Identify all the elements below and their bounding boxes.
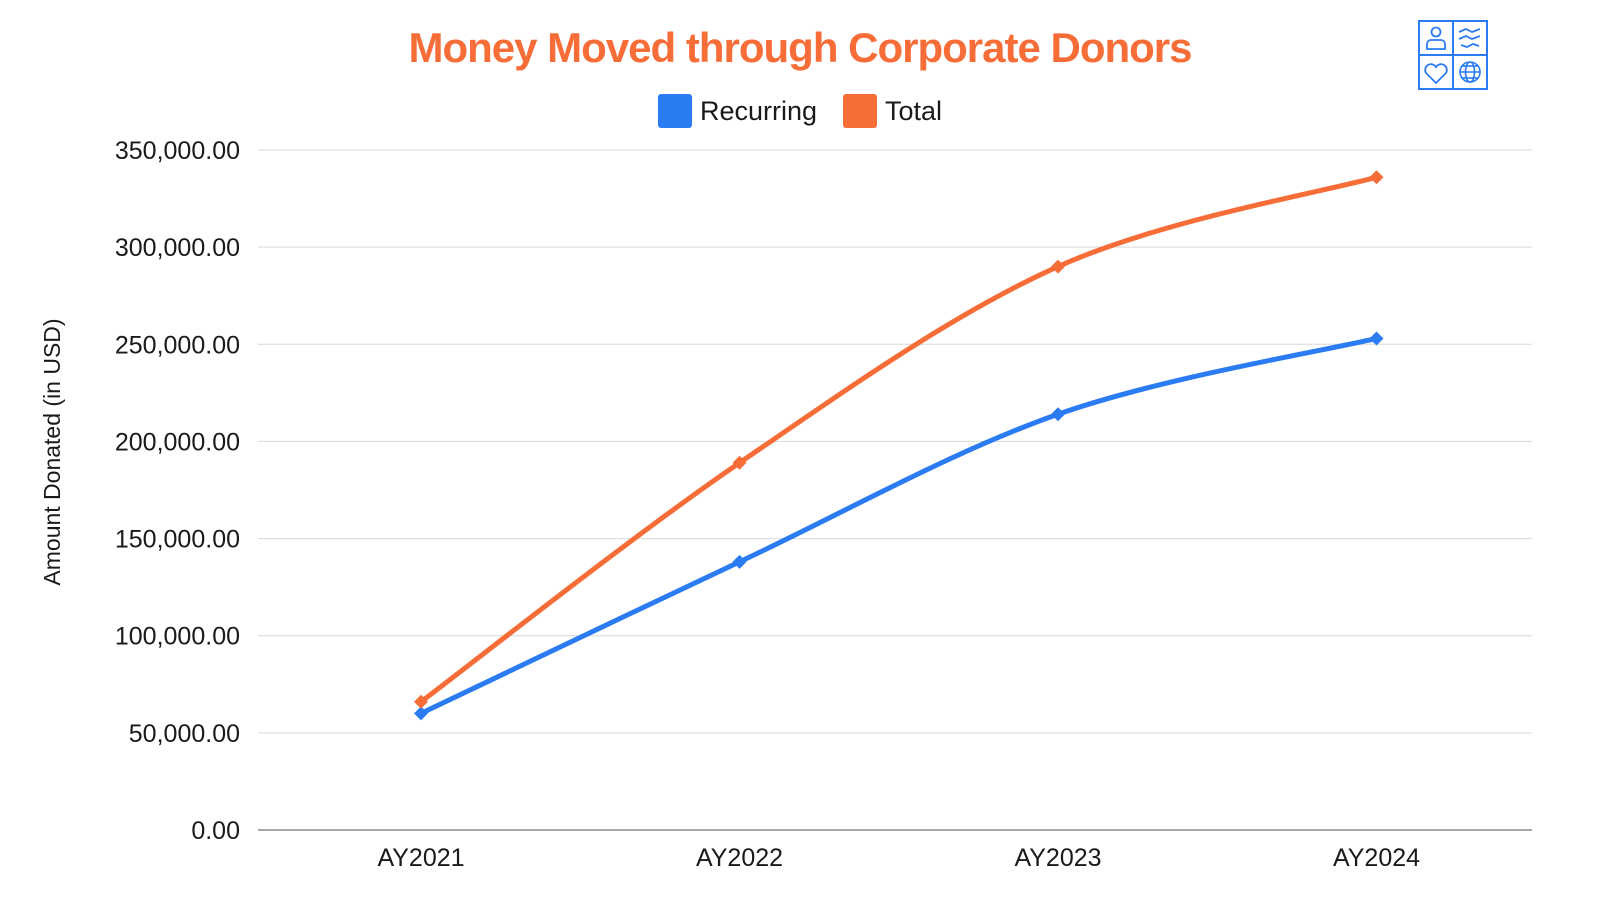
y-axis-title: Amount Donated (in USD) bbox=[39, 318, 65, 585]
data-point-total[interactable] bbox=[1369, 170, 1384, 185]
x-tick-label: AY2024 bbox=[1333, 844, 1420, 872]
data-point-recurring[interactable] bbox=[732, 554, 747, 569]
y-tick-label: 0.00 bbox=[191, 817, 240, 845]
data-point-total[interactable] bbox=[732, 455, 747, 470]
series-lines bbox=[414, 170, 1384, 721]
legend: Recurring Total bbox=[0, 94, 1600, 128]
y-tick-label: 200,000.00 bbox=[115, 428, 240, 456]
gridlines bbox=[258, 149, 1532, 831]
legend-item-recurring[interactable]: Recurring bbox=[657, 94, 817, 128]
y-tick-label: 250,000.00 bbox=[115, 331, 240, 359]
x-tick-label: AY2021 bbox=[377, 844, 464, 872]
legend-swatch-total bbox=[843, 94, 877, 128]
globe-icon bbox=[1459, 61, 1481, 83]
data-point-recurring[interactable] bbox=[414, 706, 428, 721]
person-icon bbox=[1426, 26, 1446, 50]
series-line-recurring[interactable] bbox=[418, 335, 1379, 716]
y-tick-label: 300,000.00 bbox=[115, 234, 240, 262]
y-tick-label: 50,000.00 bbox=[129, 720, 240, 748]
series-line-total[interactable] bbox=[418, 174, 1379, 705]
handshake-icon bbox=[1458, 28, 1481, 48]
logo bbox=[1418, 20, 1488, 95]
legend-label-recurring: Recurring bbox=[699, 95, 817, 126]
y-tick-label: 100,000.00 bbox=[115, 623, 240, 651]
y-tick-label: 150,000.00 bbox=[115, 526, 240, 554]
x-axis-ticks: AY2021 AY2022 AY2023 AY2024 bbox=[377, 844, 1420, 872]
y-tick-label: 350,000.00 bbox=[115, 137, 240, 165]
x-tick-label: AY2022 bbox=[696, 844, 783, 872]
data-point-recurring[interactable] bbox=[1369, 331, 1384, 346]
heart-icon bbox=[1424, 63, 1448, 85]
chart-title: Money Moved through Corporate Donors bbox=[408, 24, 1193, 71]
logo-grid-icon bbox=[1418, 20, 1488, 90]
legend-swatch-recurring bbox=[657, 94, 692, 128]
data-point-recurring[interactable] bbox=[1051, 407, 1065, 422]
y-axis-ticks: 0.00 50,000.00 100,000.00 150,000.00 200,000… bbox=[115, 137, 240, 845]
legend-item-total[interactable]: Total bbox=[843, 94, 942, 128]
x-tick-label: AY2023 bbox=[1014, 844, 1101, 872]
data-point-total[interactable] bbox=[414, 694, 428, 709]
legend-label-total: Total bbox=[885, 95, 943, 126]
data-point-total[interactable] bbox=[1051, 259, 1065, 274]
